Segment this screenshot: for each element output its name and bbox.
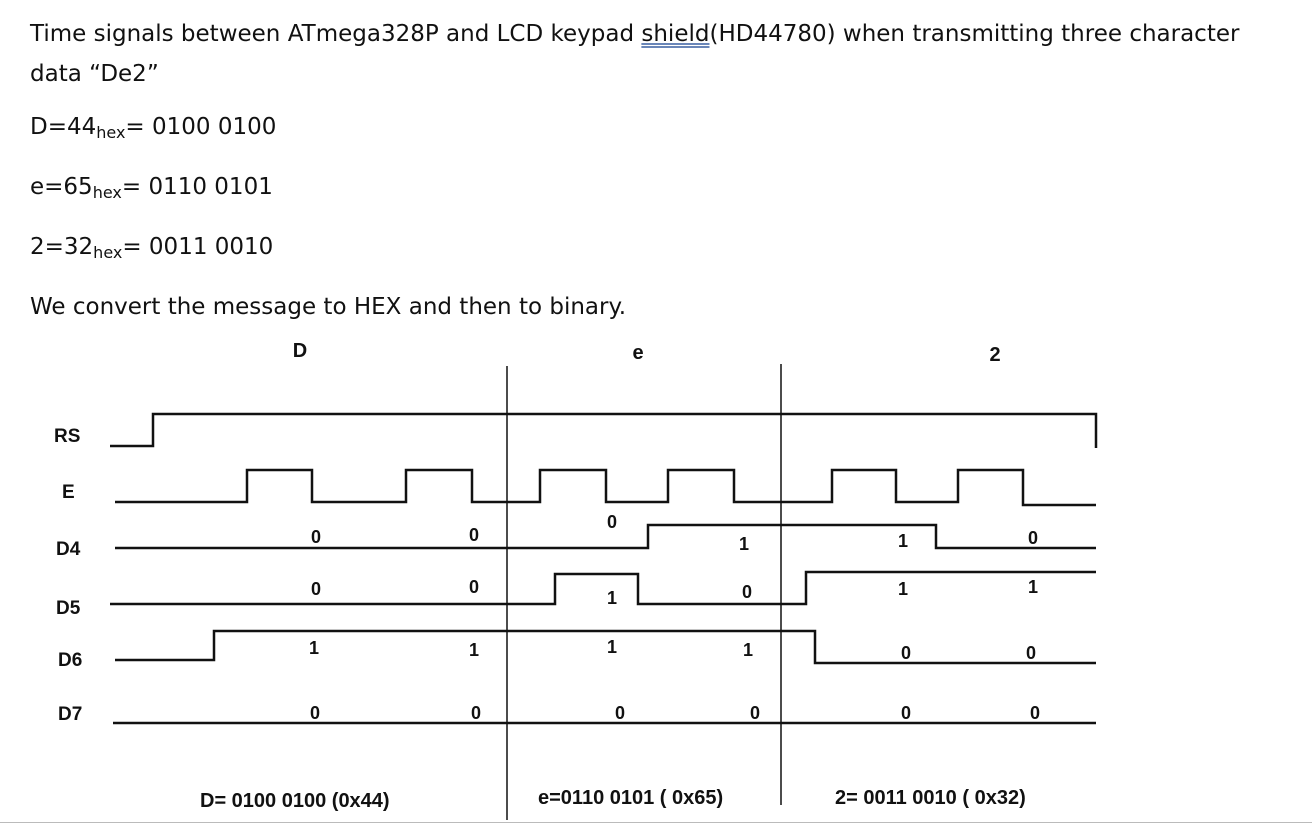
d4-waveform xyxy=(115,523,1096,550)
d4-bit-3: 0 xyxy=(607,512,617,532)
equation-2: 2=32hex= 0011 0010 xyxy=(30,234,274,262)
signal-label-d7: D7 xyxy=(58,704,82,725)
title-line-2: data “De2” xyxy=(30,61,159,87)
d5-bit-3: 1 xyxy=(607,588,617,608)
d6-bit-6: 0 xyxy=(1026,643,1036,663)
d4-bit-6: 0 xyxy=(1028,528,1038,548)
d4-bit-5: 1 xyxy=(898,531,908,551)
equation-d: D=44hex= 0100 0100 xyxy=(30,114,277,142)
equation-e: e=65hex= 0110 0101 xyxy=(30,174,273,202)
d7-bit-4: 0 xyxy=(750,703,760,723)
char-header-d: D xyxy=(293,340,307,362)
d4-bit-1: 0 xyxy=(311,527,321,547)
char-header-e: e xyxy=(632,342,643,364)
title-text-end: (HD44780) when transmitting three charac… xyxy=(709,21,1240,47)
caption-d: D= 0100 0100 (0x44) xyxy=(200,790,390,812)
signal-label-rs: RS xyxy=(54,426,80,447)
d7-bit-1: 0 xyxy=(310,703,320,723)
signal-label-d4: D4 xyxy=(56,539,81,560)
d6-waveform xyxy=(115,629,1096,665)
e-waveform xyxy=(115,468,1096,507)
signal-label-d6: D6 xyxy=(58,650,82,671)
d4-bit-4: 1 xyxy=(739,534,749,554)
d6-bit-4: 1 xyxy=(743,640,753,660)
caption-2: 2= 0011 0010 ( 0x32) xyxy=(835,787,1026,809)
rs-waveform xyxy=(110,412,1098,448)
d6-bit-2: 1 xyxy=(469,640,479,660)
title-underlined-word: shield xyxy=(641,21,710,47)
signal-label-e: E xyxy=(62,482,75,503)
d4-bit-2: 0 xyxy=(469,525,479,545)
document-title: Time signals between ATmega328P and LCD … xyxy=(30,14,1290,94)
page-bottom-border xyxy=(0,822,1312,823)
d7-bit-5: 0 xyxy=(901,703,911,723)
d5-bit-2: 0 xyxy=(469,577,479,597)
signal-label-d5: D5 xyxy=(56,598,81,619)
d5-bit-1: 0 xyxy=(311,579,321,599)
d5-bit-6: 1 xyxy=(1028,577,1038,597)
d5-waveform xyxy=(110,570,1096,606)
char-header-2: 2 xyxy=(989,344,1000,366)
d7-bit-2: 0 xyxy=(471,703,481,723)
explanation-sentence: We convert the message to HEX and then t… xyxy=(30,294,627,320)
d6-bit-5: 0 xyxy=(901,643,911,663)
caption-e: e=0110 0101 ( 0x65) xyxy=(538,787,723,809)
title-text-start: Time signals between ATmega328P and LCD … xyxy=(30,21,642,47)
d7-bit-6: 0 xyxy=(1030,703,1040,723)
d7-bit-3: 0 xyxy=(615,703,625,723)
d6-bit-1: 1 xyxy=(309,638,319,658)
d5-bit-5: 1 xyxy=(898,579,908,599)
d6-bit-3: 1 xyxy=(607,637,617,657)
d5-bit-4: 0 xyxy=(742,582,752,602)
